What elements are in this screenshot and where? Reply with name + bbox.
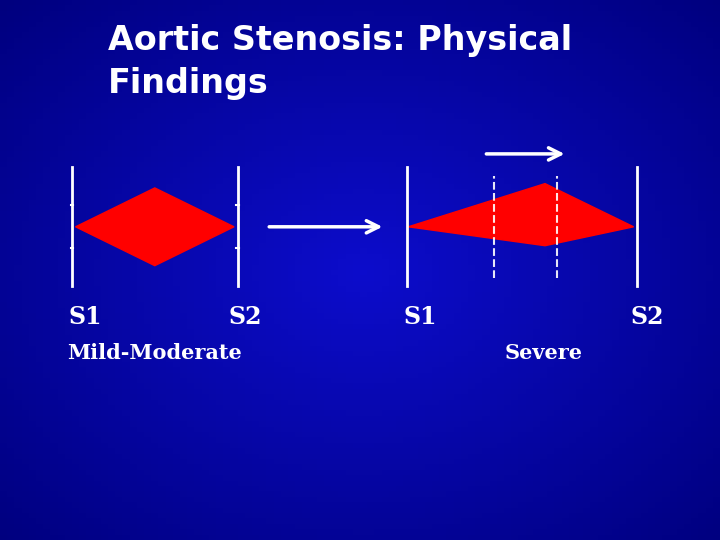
Text: S1: S1 [403,305,437,329]
Text: Aortic Stenosis: Physical: Aortic Stenosis: Physical [108,24,572,57]
Text: Severe: Severe [505,343,582,363]
Polygon shape [408,184,634,246]
Polygon shape [76,188,234,266]
Text: Mild-Moderate: Mild-Moderate [68,343,242,363]
Text: S1: S1 [68,305,102,329]
Text: S2: S2 [229,305,263,329]
Text: Findings: Findings [108,68,269,100]
Text: S2: S2 [630,305,664,329]
